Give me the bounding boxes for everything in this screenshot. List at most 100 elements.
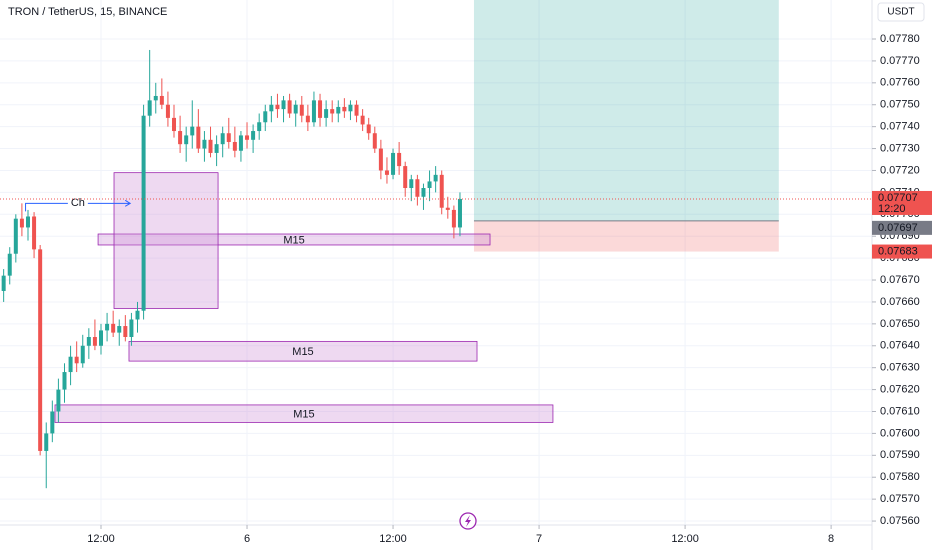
candle-body — [56, 389, 61, 412]
currency-label[interactable]: USDT — [887, 7, 914, 18]
entry-tag — [872, 220, 932, 235]
zone-box — [113, 172, 219, 309]
y-tick-label: 0.07600 — [880, 427, 920, 439]
currency-button[interactable] — [877, 2, 925, 22]
candle-body — [245, 135, 250, 140]
stop-tag — [872, 244, 932, 259]
candle-body — [421, 188, 426, 197]
candle-body — [445, 207, 450, 210]
y-tick-label: 0.07670 — [880, 274, 920, 286]
candle-body — [324, 109, 329, 118]
x-tick-label: 8 — [828, 533, 834, 545]
candle-body — [226, 133, 231, 142]
candle-body — [141, 115, 146, 311]
candle-body — [457, 198, 462, 228]
x-tick-label: 6 — [244, 533, 250, 545]
candle-body — [451, 209, 456, 228]
candle-body — [330, 109, 335, 114]
candle-body — [123, 326, 128, 337]
candle-body — [287, 100, 292, 114]
y-tick-label: 0.07650 — [880, 318, 920, 330]
zone-box — [54, 404, 554, 423]
candle-body — [433, 174, 438, 182]
candle-body — [202, 139, 207, 149]
candle-body — [348, 104, 353, 112]
candle-body — [117, 326, 122, 333]
candle-body — [238, 135, 243, 151]
y-tick-label: 0.07780 — [880, 33, 920, 45]
candle-body — [98, 330, 103, 346]
candle-body — [159, 95, 164, 105]
flash-icon[interactable] — [459, 512, 477, 530]
candle-body — [372, 133, 377, 149]
symbol-title: TRON / TetherUS, 15, BINANCE — [8, 6, 167, 18]
candle-body — [86, 336, 91, 346]
zone-box — [128, 340, 478, 362]
y-tick-label: 0.07720 — [880, 164, 920, 176]
candle-body — [360, 115, 365, 125]
entry-label: 0.07697 — [878, 222, 918, 234]
candle-body — [111, 323, 116, 333]
candle-body — [336, 106, 341, 114]
candle-body — [342, 106, 347, 112]
candle-body — [403, 166, 408, 189]
candle-body — [232, 141, 237, 151]
y-tick-label: 0.07630 — [880, 362, 920, 374]
y-tick-label: 0.07570 — [880, 493, 920, 505]
x-tick-label: 7 — [536, 533, 542, 545]
x-tick-label: 12:00 — [671, 533, 699, 545]
candle-body — [74, 356, 79, 364]
candle-body — [354, 104, 359, 116]
y-tick-label: 0.07620 — [880, 383, 920, 395]
candle-body — [269, 104, 274, 112]
candle-body — [263, 111, 268, 123]
y-tick-label: 0.07760 — [880, 77, 920, 89]
zone-label: M15 — [283, 234, 304, 246]
candle-body — [391, 152, 396, 175]
y-tick-label: 0.07730 — [880, 142, 920, 154]
zone-box — [97, 233, 491, 246]
annotation-label: Ch — [71, 197, 85, 209]
candle-body — [415, 179, 420, 197]
candle-body — [153, 95, 158, 101]
candle-body — [184, 135, 189, 145]
last-price-label: 0.07707 — [878, 192, 918, 204]
candle-body — [251, 131, 256, 140]
candle-body — [190, 126, 195, 136]
candle-body — [50, 411, 55, 434]
y-tick-label: 0.07640 — [880, 340, 920, 352]
candle-body — [165, 104, 170, 118]
candle-body — [129, 319, 134, 337]
candle-body — [13, 218, 18, 254]
candle-body — [38, 249, 43, 451]
candle-body — [7, 253, 12, 276]
candle-body — [299, 104, 304, 116]
candle-body — [147, 100, 152, 116]
candle-body — [105, 323, 110, 331]
candle-body — [25, 216, 30, 228]
candle-body — [44, 433, 49, 451]
candle-body — [208, 139, 213, 153]
candle-body — [378, 148, 383, 171]
stop-label: 0.07683 — [878, 245, 918, 257]
profit-zone — [473, 0, 779, 221]
y-tick-label: 0.07610 — [880, 405, 920, 417]
zone-label: M15 — [293, 409, 314, 421]
annotation-arrow — [25, 199, 132, 212]
candle-body — [1, 275, 6, 291]
y-tick-label: 0.07660 — [880, 296, 920, 308]
annotation-label-bg — [67, 196, 88, 211]
candle-body — [80, 345, 85, 364]
candle-body — [214, 144, 219, 153]
candle-body — [366, 124, 371, 134]
candle-body — [178, 131, 183, 145]
y-tick-label: 0.07740 — [880, 121, 920, 133]
candle-body — [19, 218, 24, 228]
y-tick-label: 0.07560 — [880, 515, 920, 527]
candle-body — [68, 356, 73, 373]
countdown-label: 12:20 — [878, 203, 906, 215]
candle-body — [257, 122, 262, 132]
candle-body — [439, 174, 444, 208]
x-tick-label: 12:00 — [379, 533, 407, 545]
